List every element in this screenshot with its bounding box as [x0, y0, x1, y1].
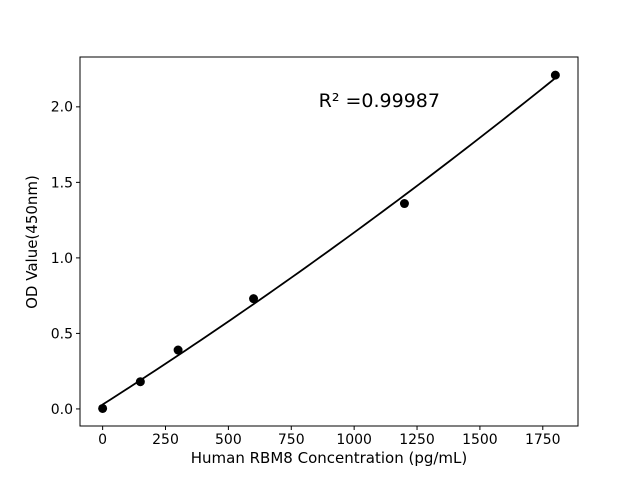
- x-tick-label: 1000: [336, 432, 372, 448]
- y-tick-label: 1.0: [51, 251, 73, 267]
- x-tick-label: 1750: [525, 432, 561, 448]
- axes-box: [79, 56, 579, 427]
- y-axis-title: OD Value(450nm): [23, 175, 41, 309]
- y-tick-label: 0.5: [51, 326, 73, 342]
- x-tick-label: 0: [98, 432, 107, 448]
- x-tick-label: 1500: [462, 432, 498, 448]
- data-point: [399, 199, 409, 209]
- data-point: [135, 377, 145, 387]
- data-point: [249, 294, 259, 304]
- x-tick-label: 1250: [399, 432, 435, 448]
- trend-line: [101, 77, 557, 406]
- y-tick-label: 1.5: [51, 175, 73, 191]
- x-axis-title: Human RBM8 Concentration (pg/mL): [190, 449, 468, 467]
- x-tick-label: 750: [278, 432, 305, 448]
- x-tick-label: 250: [152, 432, 179, 448]
- data-point: [98, 403, 108, 413]
- data-point: [550, 70, 560, 80]
- y-tick-label: 2.0: [51, 100, 73, 116]
- y-tick-label: 0.0: [51, 402, 73, 418]
- r-squared-annotation: R² =0.99987: [318, 89, 440, 112]
- x-tick-label: 500: [215, 432, 242, 448]
- data-point: [173, 345, 183, 355]
